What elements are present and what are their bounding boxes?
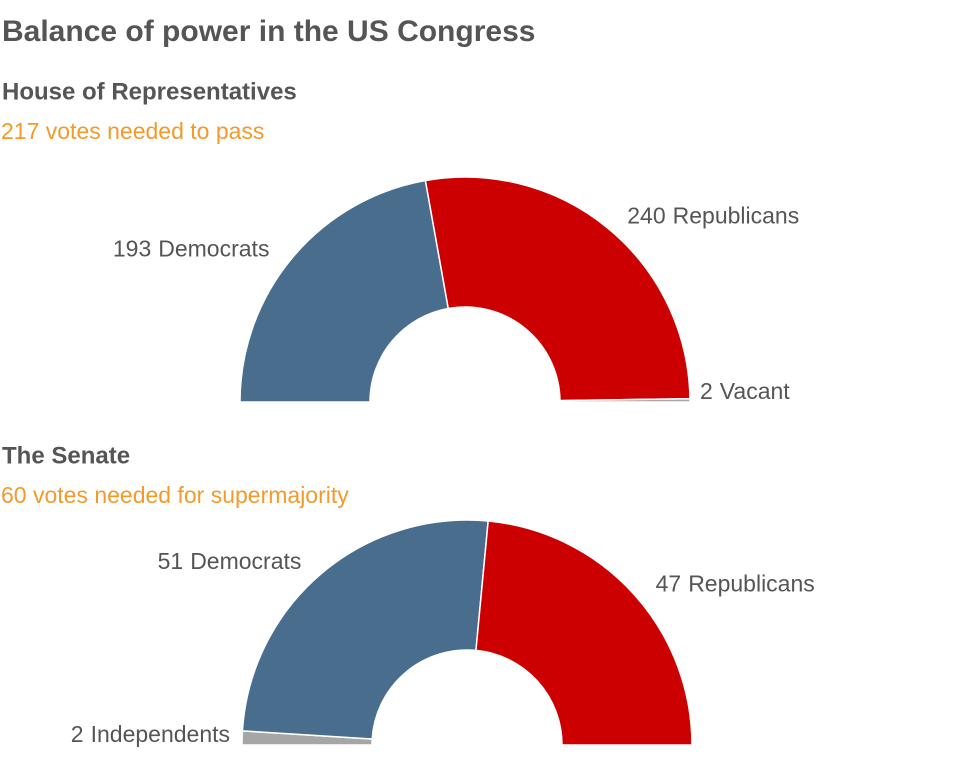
chart-title: House of Representatives bbox=[2, 78, 297, 105]
page-title: Balance of power in the US Congress bbox=[2, 15, 535, 48]
segment-value: 2 bbox=[71, 721, 84, 747]
segment-value: 193 bbox=[113, 235, 151, 261]
segment-label: 51 Democrats bbox=[158, 548, 302, 574]
segment-name: Democrats bbox=[190, 548, 301, 574]
segment-label: 2 Independents bbox=[71, 721, 230, 747]
segment-label: 193 Democrats bbox=[113, 235, 270, 261]
segment-value: 51 bbox=[158, 548, 184, 574]
chart-title: The Senate bbox=[2, 442, 130, 469]
segment bbox=[239, 179, 450, 403]
segment-label: 240 Republicans bbox=[627, 202, 799, 228]
segment-value: 240 bbox=[627, 202, 665, 228]
segment-label: 2 Vacant bbox=[700, 378, 790, 404]
segment-value: 2 bbox=[700, 378, 713, 404]
segment-name: Republicans bbox=[673, 202, 800, 228]
segment bbox=[424, 176, 691, 402]
segment bbox=[559, 397, 691, 403]
segment bbox=[241, 519, 489, 740]
segment-value: 47 bbox=[656, 570, 682, 596]
chart-subtitle: 60 votes needed for supermajority bbox=[1, 482, 349, 508]
segment-name: Vacant bbox=[720, 378, 791, 404]
segment bbox=[475, 520, 693, 746]
chart-subtitle: 217 votes needed to pass bbox=[1, 118, 264, 144]
segment-name: Independents bbox=[91, 721, 230, 747]
segment-label: 47 Republicans bbox=[656, 570, 815, 596]
segment-name: Democrats bbox=[158, 235, 269, 261]
segment-name: Republicans bbox=[688, 570, 815, 596]
